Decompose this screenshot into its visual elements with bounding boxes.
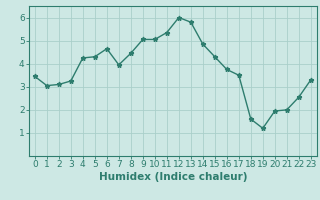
X-axis label: Humidex (Indice chaleur): Humidex (Indice chaleur) xyxy=(99,172,247,182)
